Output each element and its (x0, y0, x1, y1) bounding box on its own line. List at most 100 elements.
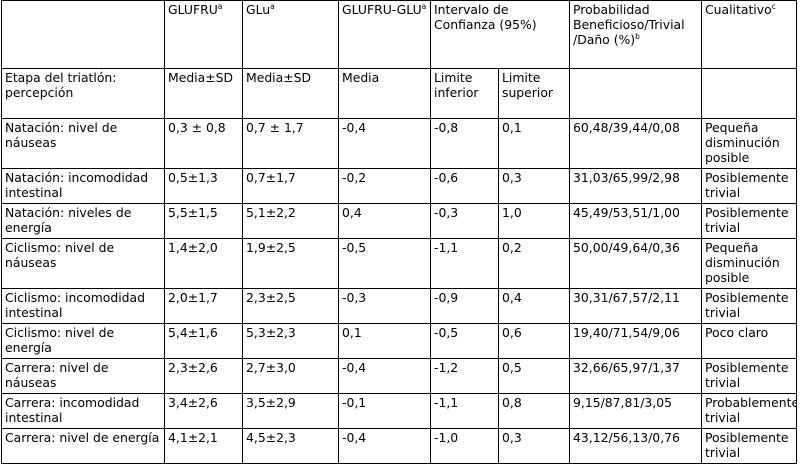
subheader-glu-mean-sd: Media±SD (242, 68, 339, 119)
subheader-difference-mean: Media (338, 68, 431, 119)
cell-difference: -0,3 (338, 288, 431, 324)
cell-probability: 60,48/39,44/0,08 (569, 118, 703, 169)
row-label: Natación: niveles de energía (1, 203, 165, 239)
cell-difference: -0,4 (338, 428, 431, 464)
cell-lower-limit: -1,1 (430, 238, 499, 289)
table-row: Ciclismo: incomodidad intestinal 2,0±1,7… (1, 288, 798, 324)
header-probability-superscript: b (635, 31, 640, 41)
cell-difference: -0,4 (338, 358, 431, 394)
subheader-qualitative-empty (701, 68, 798, 119)
table-row: Natación: niveles de energía 5,5±1,5 5,1… (1, 203, 798, 239)
subheader-stage: Etapa del triatlón: percepción (1, 68, 165, 119)
header-row-sub: Etapa del triatlón: percepción Media±SD … (1, 68, 798, 119)
subheader-probability-empty (569, 68, 703, 119)
table-row: Ciclismo: nivel de energía 5,4±1,6 5,3±2… (1, 323, 798, 359)
cell-lower-limit: -0,3 (430, 203, 499, 239)
header-glufru-label: GLUFRU (168, 2, 218, 17)
cell-lower-limit: -1,1 (430, 393, 499, 429)
cell-glu: 2,7±3,0 (242, 358, 339, 394)
row-label: Natación: incomodidad intestinal (1, 168, 165, 204)
table-row: Ciclismo: nivel de náuseas 1,4±2,0 1,9±2… (1, 238, 798, 289)
cell-upper-limit: 0,8 (497, 393, 571, 429)
cell-glufru: 4,1±2,1 (164, 428, 243, 464)
cell-upper-limit: 0,4 (497, 288, 571, 324)
subheader-glufru-mean-sd: Media±SD (164, 68, 243, 119)
header-qualitative-label: Cualitativo (705, 2, 772, 17)
cell-lower-limit: -0,8 (430, 118, 499, 169)
cell-glu: 5,3±2,3 (242, 323, 339, 359)
subheader-lower-limit: Limite inferior (430, 68, 499, 119)
row-label: Carrera: incomodidad intestinal (1, 393, 165, 429)
cell-glufru: 0,3 ± 0,8 (164, 118, 243, 169)
header-qualitative-superscript: c (771, 1, 776, 11)
cell-upper-limit: 0,2 (497, 238, 571, 289)
cell-upper-limit: 1,0 (497, 203, 571, 239)
cell-qualitative: Posiblemente trivial (701, 203, 798, 239)
cell-upper-limit: 0,3 (497, 168, 571, 204)
header-row-top: GLUFRUa GLua GLUFRU-GLUa Intervalo de Co… (1, 0, 798, 69)
table-row: Carrera: incomodidad intestinal 3,4±2,6 … (1, 393, 798, 429)
cell-probability: 31,03/65,99/2,98 (569, 168, 703, 204)
cell-difference: -0,2 (338, 168, 431, 204)
cell-glufru: 1,4±2,0 (164, 238, 243, 289)
subheader-upper-limit: Limite superior (497, 68, 571, 119)
header-glu-label: GLu (246, 2, 271, 17)
cell-qualitative: Pequeña disminución posible (701, 238, 798, 289)
cell-glufru: 3,4±2,6 (164, 393, 243, 429)
row-label: Ciclismo: nivel de energía (1, 323, 165, 359)
header-probability-label: Probabilidad Beneficioso/Trivial /Daño (… (573, 2, 685, 47)
header-cell-confidence-interval: Intervalo de Confianza (95%) (429, 0, 571, 69)
table-row: Natación: nivel de náuseas 0,3 ± 0,8 0,7… (1, 118, 798, 169)
row-label: Carrera: nivel de náuseas (1, 358, 165, 394)
header-glufru-glu-superscript: a (421, 1, 427, 11)
cell-glu: 1,9±2,5 (242, 238, 339, 289)
cell-qualitative: Posiblemente trivial (701, 358, 798, 394)
header-cell-probability: Probabilidad Beneficioso/Trivial /Daño (… (569, 0, 703, 69)
cell-qualitative: Poco claro (701, 323, 798, 359)
header-cell-glufru: GLUFRUa (164, 0, 243, 69)
row-label: Ciclismo: nivel de náuseas (1, 238, 165, 289)
cell-qualitative: Posiblemente trivial (701, 168, 798, 204)
cell-glufru: 0,5±1,3 (164, 168, 243, 204)
table-row: Carrera: nivel de energía 4,1±2,1 4,5±2,… (1, 428, 798, 464)
row-label: Ciclismo: incomodidad intestinal (1, 288, 165, 324)
cell-probability: 19,40/71,54/9,06 (569, 323, 703, 359)
cell-qualitative: Posiblemente trivial (701, 428, 798, 464)
cell-probability: 50,00/49,64/0,36 (569, 238, 703, 289)
header-glufru-glu-label: GLUFRU-GLU (342, 2, 422, 17)
row-label: Natación: nivel de náuseas (1, 118, 165, 169)
cell-upper-limit: 0,6 (497, 323, 571, 359)
header-cell-glufru-glu: GLUFRU-GLUa (338, 0, 431, 69)
cell-lower-limit: -1,0 (430, 428, 499, 464)
cell-upper-limit: 0,3 (497, 428, 571, 464)
header-glufru-superscript: a (217, 1, 223, 11)
cell-difference: 0,1 (338, 323, 431, 359)
header-cell-qualitative: Cualitativoc (701, 0, 798, 69)
cell-probability: 45,49/53,51/1,00 (569, 203, 703, 239)
cell-glu: 5,1±2,2 (242, 203, 339, 239)
cell-glufru: 2,0±1,7 (164, 288, 243, 324)
cell-glu: 0,7 ± 1,7 (242, 118, 339, 169)
cell-glufru: 2,3±2,6 (164, 358, 243, 394)
cell-difference: 0,4 (338, 203, 431, 239)
cell-difference: -0,4 (338, 118, 431, 169)
cell-glu: 0,7±1,7 (242, 168, 339, 204)
cell-qualitative: Posiblemente trivial (701, 288, 798, 324)
cell-glufru: 5,4±1,6 (164, 323, 243, 359)
row-label: Carrera: nivel de energía (1, 428, 165, 464)
header-cell-glu: GLua (242, 0, 339, 69)
cell-upper-limit: 0,1 (497, 118, 571, 169)
cell-probability: 9,15/87,81/3,05 (569, 393, 703, 429)
cell-qualitative: Probablemente trivial (701, 393, 798, 429)
cell-lower-limit: -0,6 (430, 168, 499, 204)
cell-probability: 32,66/65,97/1,37 (569, 358, 703, 394)
cell-qualitative: Pequeña disminución posible (701, 118, 798, 169)
cell-glu: 3,5±2,9 (242, 393, 339, 429)
cell-glufru: 5,5±1,5 (164, 203, 243, 239)
cell-upper-limit: 0,5 (497, 358, 571, 394)
cell-probability: 43,12/56,13/0,76 (569, 428, 703, 464)
cell-glu: 2,3±2,5 (242, 288, 339, 324)
cell-difference: -0,5 (338, 238, 431, 289)
table-row: Carrera: nivel de náuseas 2,3±2,6 2,7±3,… (1, 358, 798, 394)
